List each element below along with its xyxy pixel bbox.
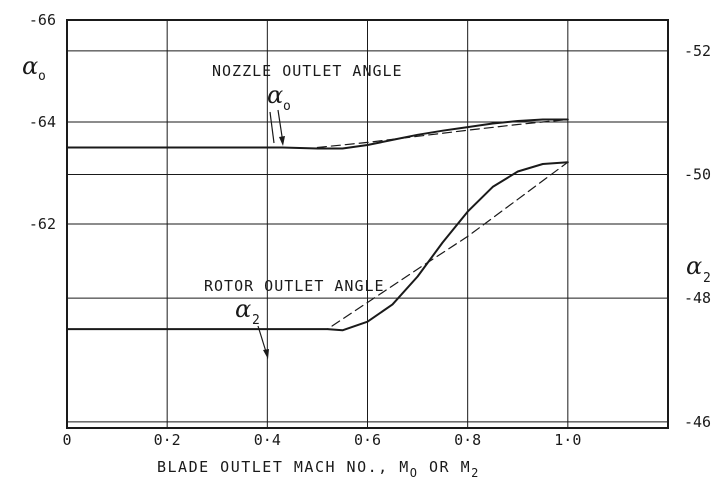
right-axis-symbol: α bbox=[686, 252, 702, 280]
x-tick-label: 0·4 bbox=[254, 431, 281, 449]
left-tick-label: -64 bbox=[29, 113, 56, 131]
curves bbox=[66, 118, 569, 332]
grid bbox=[67, 19, 668, 428]
right-tick-label: -50 bbox=[684, 166, 711, 184]
x-tick-label: 0·2 bbox=[154, 431, 181, 449]
rotor-curve-dashed bbox=[66, 161, 569, 330]
left-tick-label: -62 bbox=[29, 215, 56, 233]
x-tick-label: 0·8 bbox=[454, 431, 481, 449]
x-axis-label-sub2: 2 bbox=[471, 466, 480, 480]
rotor-annotation-subscript: 2 bbox=[252, 313, 260, 328]
nozzle-curve-dashed bbox=[316, 118, 569, 149]
x-axis-label-mid: OR M bbox=[418, 458, 471, 476]
x-axis-label-main: BLADE OUTLET MACH NO., M bbox=[157, 458, 410, 476]
right-tick-labels: -52 -50 -48 -46 bbox=[684, 42, 711, 431]
x-tick-label: 0 bbox=[62, 431, 71, 449]
x-tick-labels: 0 0·2 0·4 0·6 0·8 1·0 bbox=[62, 431, 581, 449]
nozzle-pointer-line-2 bbox=[269, 111, 275, 144]
nozzle-annotation-text: NOZZLE OUTLET ANGLE bbox=[212, 62, 403, 80]
x-axis-label: BLADE OUTLET MACH NO., MO OR M2 bbox=[157, 458, 480, 480]
right-tick-label: -52 bbox=[684, 42, 711, 60]
x-axis-label-sub1: O bbox=[410, 466, 419, 480]
rotor-arrow-head bbox=[263, 349, 269, 359]
rotor-annotation-symbol: α bbox=[235, 295, 251, 323]
nozzle-curve-solid bbox=[66, 118, 569, 150]
left-tick-labels: -66 -64 -62 bbox=[29, 11, 56, 233]
right-axis-subscript: 2 bbox=[703, 271, 711, 286]
plot-frame bbox=[66, 19, 669, 429]
rotor-annotation-text: ROTOR OUTLET ANGLE bbox=[204, 277, 385, 295]
x-tick-label: 1·0 bbox=[554, 431, 581, 449]
nozzle-annotation-subscript: o bbox=[283, 99, 291, 114]
right-tick-label: -46 bbox=[684, 413, 711, 431]
x-tick-label: 0·6 bbox=[354, 431, 381, 449]
left-axis-subscript: o bbox=[38, 69, 46, 84]
left-tick-label: -66 bbox=[29, 11, 56, 29]
rotor-curve-solid bbox=[66, 161, 569, 332]
nozzle-arrow-head bbox=[279, 136, 285, 146]
nozzle-annotation-symbol: α bbox=[267, 81, 283, 109]
left-axis-symbol: α bbox=[22, 52, 38, 80]
right-tick-label: -48 bbox=[684, 289, 711, 307]
